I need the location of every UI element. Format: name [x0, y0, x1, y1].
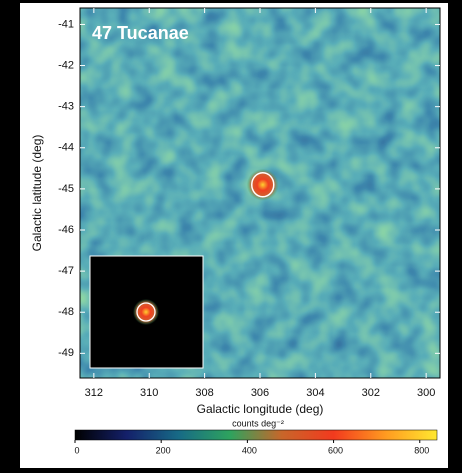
- x-tick-label: 302: [362, 387, 380, 399]
- colorbar-tick-label: 0: [74, 445, 79, 455]
- x-tick-label: 304: [306, 387, 324, 399]
- y-tick-label: -46: [58, 224, 74, 236]
- x-tick-label: 312: [85, 387, 103, 399]
- y-tick-label: -44: [58, 142, 74, 154]
- y-tick-label: -42: [58, 59, 74, 71]
- y-axis-label: Galactic latitude (deg): [30, 135, 44, 252]
- inset-map: [90, 256, 203, 368]
- y-tick-label: -45: [58, 183, 74, 195]
- y-tick-label: -48: [58, 306, 74, 318]
- x-tick-label: 300: [417, 387, 435, 399]
- y-tick-label: -43: [58, 101, 74, 113]
- colorbar-tick-label: 200: [156, 445, 171, 455]
- y-tick-label: -41: [58, 18, 74, 30]
- colorbar: [75, 430, 437, 440]
- y-tick-label: -47: [58, 265, 74, 277]
- colorbar-tick-label: 600: [328, 445, 343, 455]
- x-tick-label: 310: [140, 387, 158, 399]
- colorbar-label: counts deg⁻²: [232, 418, 284, 428]
- x-axis-label: Galactic longitude (deg): [197, 402, 324, 416]
- colorbar-tick-label: 800: [414, 445, 429, 455]
- x-tick-label: 306: [251, 387, 269, 399]
- colorbar-tick-label: 400: [242, 445, 257, 455]
- figure: 47 Tucanae Galactic longitude (deg) Gala…: [0, 0, 462, 468]
- chart-title: 47 Tucanae: [92, 23, 189, 43]
- x-tick-label: 308: [195, 387, 213, 399]
- y-tick-label: -49: [58, 347, 74, 359]
